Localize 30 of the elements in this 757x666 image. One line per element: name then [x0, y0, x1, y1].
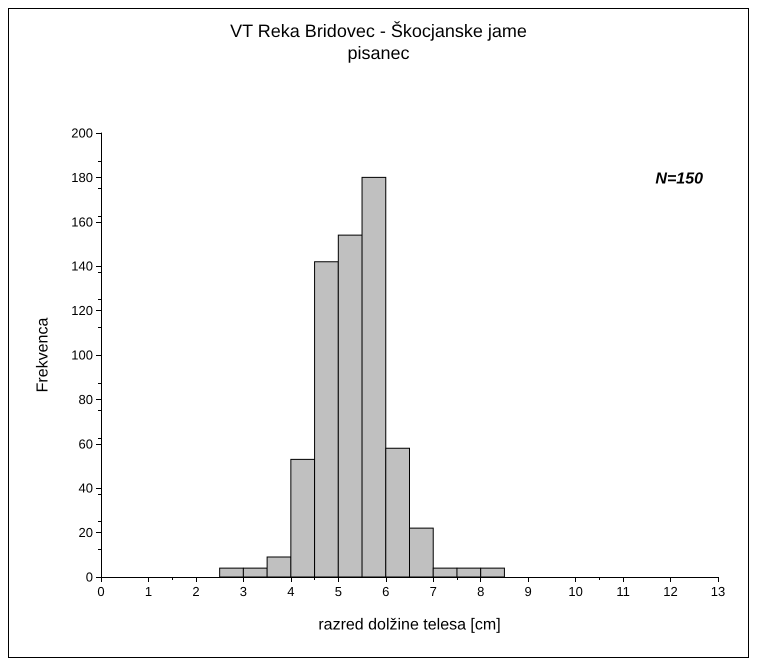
- x-tick-label: 9: [524, 584, 532, 599]
- x-tick-label: 8: [477, 584, 484, 599]
- x-tick-label: 13: [710, 584, 726, 599]
- x-tick-label: 1: [144, 584, 152, 599]
- y-axis-title: Frekvenca: [34, 318, 52, 392]
- y-tick-label: 80: [78, 392, 93, 407]
- x-tick-label: 3: [240, 584, 247, 599]
- x-tick-label: 6: [382, 584, 390, 599]
- annotation: N=150: [655, 170, 704, 188]
- y-tick-label: 160: [71, 214, 93, 230]
- y-tick-label: 60: [78, 436, 93, 452]
- y-tick-label: 120: [71, 303, 93, 318]
- y-tick-label: 0: [86, 570, 93, 584]
- x-tick-label: 4: [287, 584, 294, 599]
- x-tick-label: 11: [616, 584, 630, 599]
- x-tick-label: 7: [430, 584, 437, 599]
- y-tick-label: 200: [71, 126, 93, 140]
- x-tick-label: 5: [334, 584, 342, 599]
- y-tick-label: 20: [78, 525, 93, 540]
- x-tick-label: 10: [568, 584, 583, 599]
- y-tick-label: 140: [71, 258, 93, 274]
- x-tick-label: 0: [97, 584, 105, 599]
- y-tick-label: 100: [71, 348, 93, 362]
- x-tick-label: 12: [663, 584, 678, 599]
- y-tick-label: 40: [78, 480, 93, 496]
- y-tick-label: 180: [71, 170, 93, 185]
- x-axis-title: razred dolžine telesa [cm]: [318, 616, 501, 634]
- chart-title: VT Reka Bridovec - Škocjanske jame: [230, 21, 527, 41]
- x-tick-label: 2: [192, 584, 200, 599]
- chart-subtitle: pisanec: [347, 43, 410, 63]
